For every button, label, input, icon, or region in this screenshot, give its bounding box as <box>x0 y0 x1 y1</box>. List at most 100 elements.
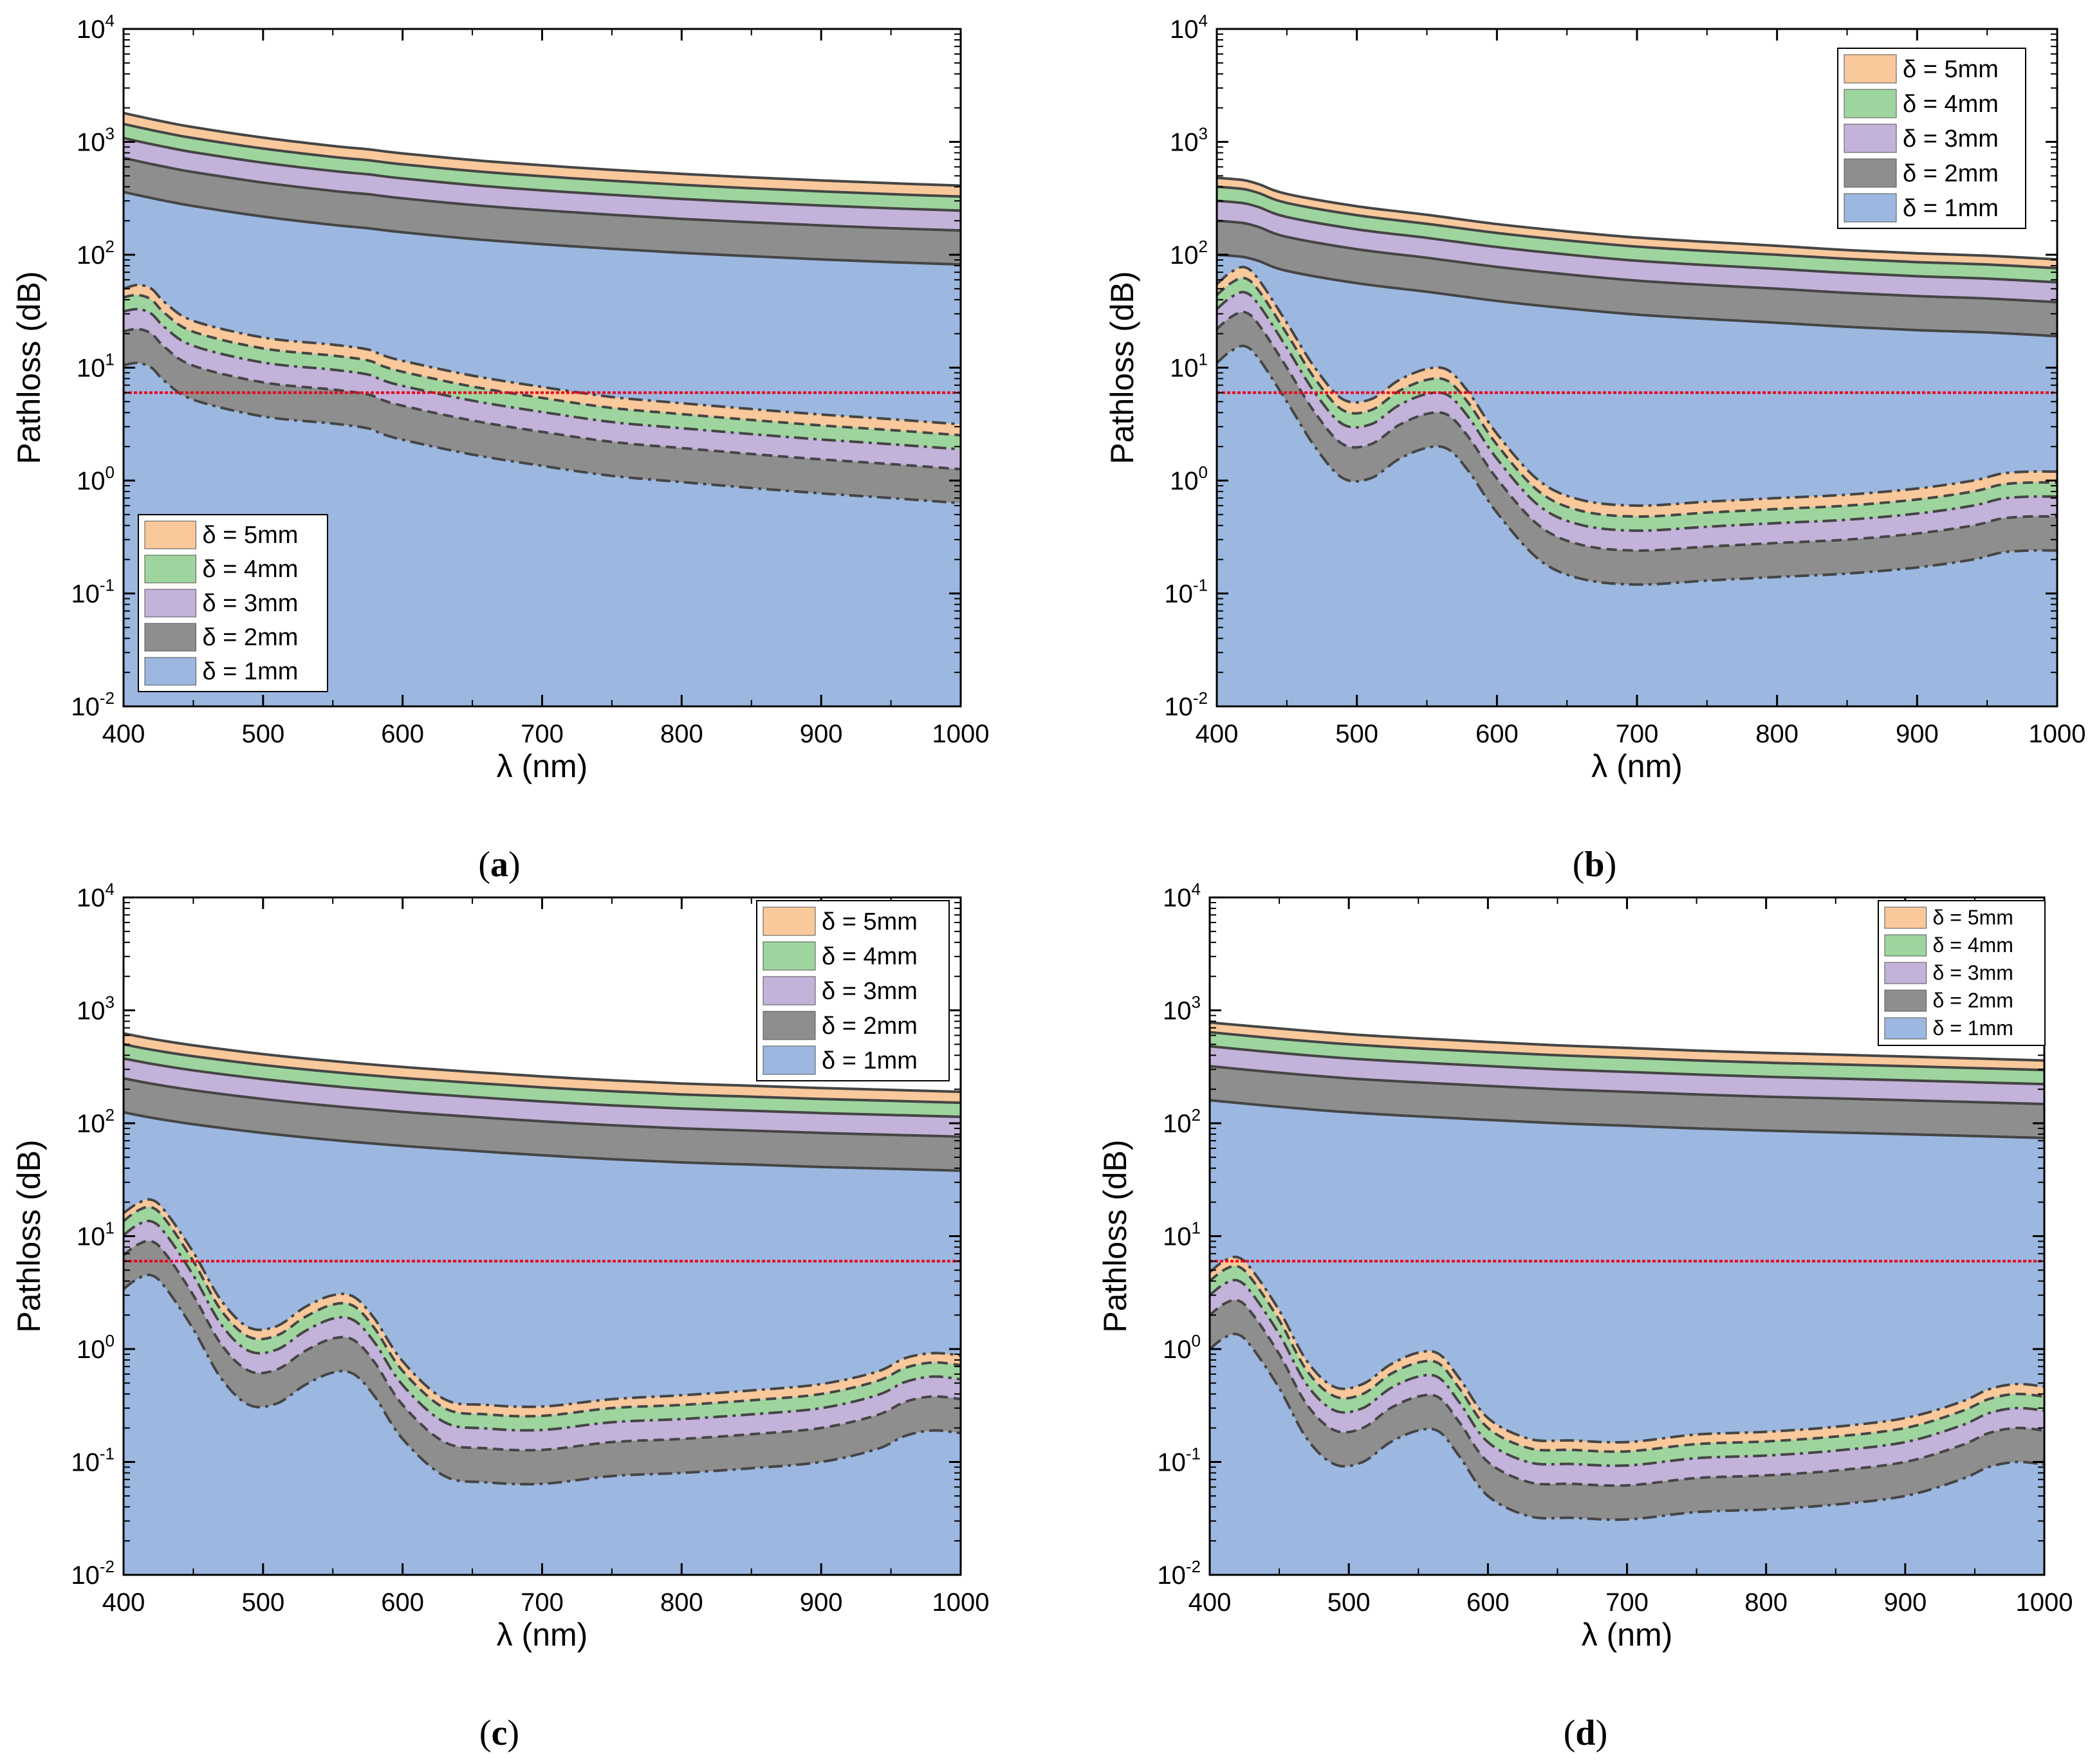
x-tick-label: 500 <box>1335 720 1378 748</box>
band-solid-d5 <box>1217 178 2057 268</box>
solid-line-d3 <box>123 136 961 212</box>
y-tick-label: 100 <box>77 463 115 495</box>
x-tick-label: 400 <box>1188 1588 1232 1617</box>
legend-label: δ = 1mm <box>822 1047 918 1074</box>
solid-line-d2 <box>1216 219 2058 304</box>
y-tick-label: 101 <box>77 1218 115 1251</box>
y-tick-label: 104 <box>77 11 115 44</box>
y-tick-label: 100 <box>1163 1331 1201 1364</box>
x-tick-label: 1000 <box>932 1588 990 1617</box>
legend-label: δ = 3mm <box>1903 125 1999 152</box>
y-tick-label: 103 <box>77 124 115 157</box>
band-solid-d5 <box>124 1033 961 1103</box>
x-tick-label: 800 <box>1755 720 1798 748</box>
legend-swatch-d4 <box>144 555 196 583</box>
x-tick-label: 900 <box>800 720 843 748</box>
solid-line-d1 <box>123 1111 961 1172</box>
y-tick-label: 101 <box>77 350 115 383</box>
legend-swatch-d4 <box>1844 89 1897 118</box>
legend-label: δ = 4mm <box>203 556 299 583</box>
x-tick-label: 700 <box>521 1588 564 1617</box>
legend-swatch-d3 <box>763 976 816 1006</box>
y-tick-label: 104 <box>1163 879 1201 912</box>
y-tick-label: 10-1 <box>71 1444 115 1477</box>
solid-line-d3 <box>1216 199 2058 284</box>
band-solid-d5 <box>1210 1022 2044 1070</box>
solid-line-d4 <box>123 122 961 198</box>
y-tick-label: 10-2 <box>1164 688 1208 721</box>
legend-swatch-d2 <box>763 1011 816 1040</box>
y-tick-label: 10-2 <box>71 1557 115 1590</box>
band-dashed-d2 <box>124 1240 961 1485</box>
band-dashed-d4 <box>124 295 961 450</box>
y-tick-label: 101 <box>1163 1218 1201 1251</box>
legend-swatch-d3 <box>1844 124 1897 153</box>
plot-empty-region <box>124 29 961 186</box>
legend-label: δ = 2mm <box>822 1013 918 1040</box>
solid-line-d3 <box>1209 1045 2045 1086</box>
band-solid-d2 <box>1217 221 2057 336</box>
band-dashed-d2 <box>1217 311 2057 585</box>
legend-label: δ = 3mm <box>822 978 918 1005</box>
legend: δ = 5mm δ = 4mm δ = 3mm δ = 2mm δ = 1mm <box>1837 48 2026 229</box>
dashed-line-d1 <box>1216 344 2058 586</box>
legend-label: δ = 5mm <box>203 522 299 549</box>
solid-line-d4 <box>1216 185 2058 270</box>
dashed-line-d4 <box>1208 1264 2045 1453</box>
x-tick-label: 400 <box>1196 720 1239 748</box>
dashed-line-d4 <box>122 1206 961 1418</box>
x-tick-label: 900 <box>1896 720 1939 748</box>
legend-swatch-d1 <box>1844 193 1897 223</box>
legend-swatch-d3 <box>144 589 196 618</box>
band-solid-d4 <box>124 1044 961 1117</box>
dashed-line-d2 <box>123 327 961 471</box>
solid-line-d2 <box>1209 1065 2045 1106</box>
y-axis-title: Pathloss (dB) <box>11 1139 47 1332</box>
dashed-line-d2 <box>122 1239 961 1452</box>
legend-swatch-d5 <box>1884 906 1927 929</box>
solid-line-d5 <box>123 111 961 187</box>
legend-label: δ = 5mm <box>1933 906 2013 929</box>
y-tick-label: 103 <box>1163 993 1201 1025</box>
x-tick-label: 500 <box>1327 1588 1371 1617</box>
legend-swatch-d1 <box>763 1045 816 1075</box>
y-tick-label: 104 <box>1170 11 1208 44</box>
band-solid-d3 <box>1210 1046 2044 1105</box>
figure-caption: (b) <box>1573 845 1616 885</box>
figure-caption: (c) <box>479 1713 519 1753</box>
x-tick-label: 1000 <box>2016 1588 2073 1617</box>
y-tick-label: 100 <box>1170 463 1208 495</box>
band-solid-d2 <box>1210 1066 2044 1138</box>
y-axis-title: Pathloss (dB) <box>1097 1139 1133 1332</box>
x-tick-label: 900 <box>800 1588 843 1617</box>
y-tick-label: 103 <box>1170 124 1208 157</box>
x-tick-label: 600 <box>381 1588 424 1617</box>
solid-line-d4 <box>1209 1031 2045 1072</box>
x-tick-label: 800 <box>660 1588 703 1617</box>
y-tick-label: 102 <box>77 1105 115 1138</box>
x-tick-label: 600 <box>1466 1588 1510 1617</box>
legend-label: δ = 4mm <box>822 943 918 970</box>
legend-swatch-d4 <box>763 941 816 971</box>
x-tick-label: 800 <box>660 720 703 748</box>
x-axis-title: λ (nm) <box>497 748 588 784</box>
x-axis-title: λ (nm) <box>1582 1617 1673 1653</box>
solid-line-d3 <box>123 1057 961 1118</box>
x-tick-label: 500 <box>241 1588 284 1617</box>
solid-line-d1 <box>123 190 961 266</box>
plot-empty-region <box>124 897 961 1092</box>
solid-line-d4 <box>123 1043 961 1105</box>
legend: δ = 5mm δ = 4mm δ = 3mm δ = 2mm δ = 1mm <box>756 900 950 1081</box>
band-solid-d5 <box>124 113 961 197</box>
band-solid-d2 <box>124 1078 961 1171</box>
y-tick-label: 104 <box>77 879 115 912</box>
y-axis-title: Pathloss (dB) <box>11 271 47 464</box>
x-tick-label: 400 <box>102 720 145 748</box>
dashed-line-d1 <box>1208 1332 2045 1521</box>
x-tick-label: 800 <box>1744 1588 1788 1617</box>
legend-label: δ = 1mm <box>1903 195 1999 222</box>
dashed-line-d1 <box>123 362 961 505</box>
solid-line-d5 <box>123 1032 961 1094</box>
dashed-line-d2 <box>1216 310 2058 552</box>
legend-swatch-d5 <box>144 520 196 549</box>
